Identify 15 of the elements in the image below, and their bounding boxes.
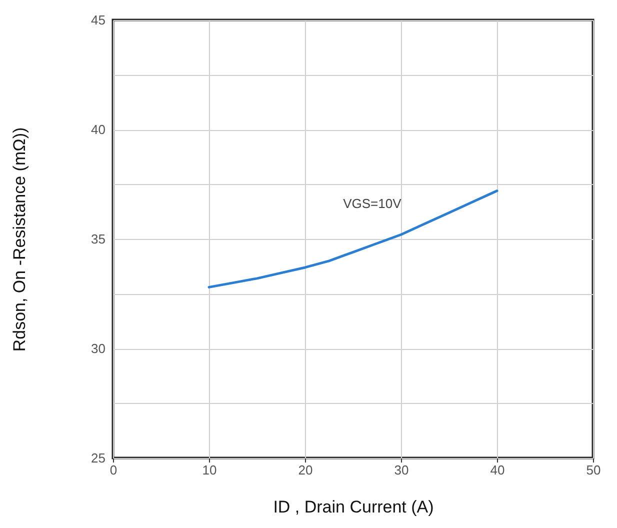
x-tick-label: 30 (394, 462, 409, 478)
y-tick-label: 45 (91, 12, 106, 28)
y-tick-label: 30 (91, 341, 106, 356)
annotation: VGS=10V (343, 196, 402, 211)
x-tick-label: 0 (110, 462, 118, 478)
x-tick-label: 50 (586, 462, 601, 478)
y-tick-label: 40 (91, 122, 106, 137)
x-axis-title: ID , Drain Current (A) (273, 498, 434, 516)
y-tick-label: 35 (91, 232, 106, 246)
x-tick-label: 20 (298, 462, 313, 478)
y-tick-label: 25 (91, 450, 106, 466)
line-series (208, 190, 498, 288)
x-tick-label: 10 (202, 462, 217, 478)
y-axis-title: Rdson, On -Resistance (mΩ)) (10, 127, 30, 352)
x-tick-label: 40 (490, 462, 505, 478)
